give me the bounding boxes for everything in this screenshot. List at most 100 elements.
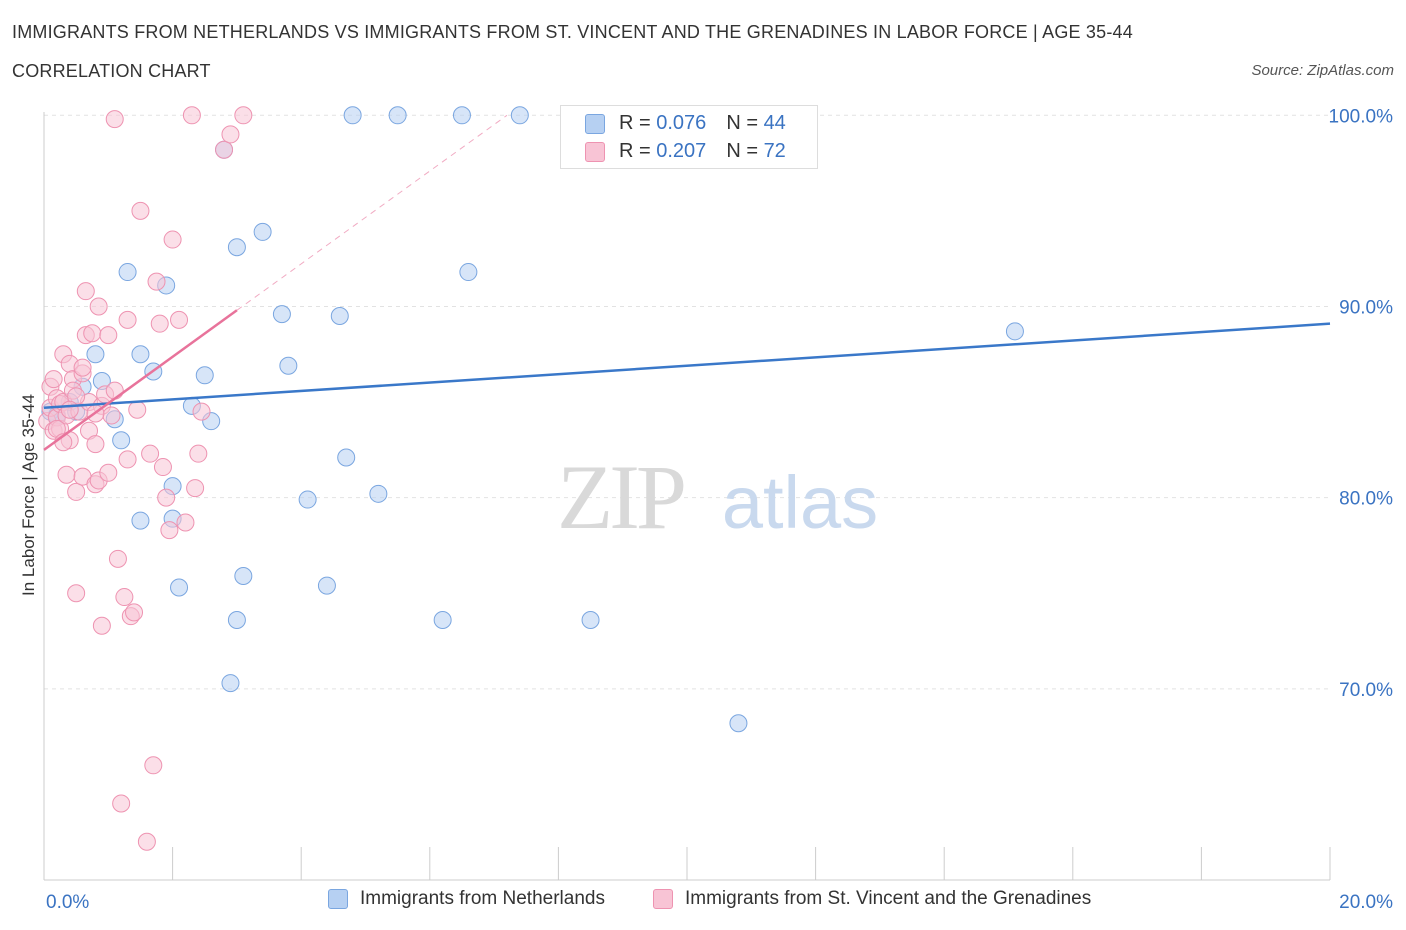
point-netherlands-21: [221, 674, 240, 693]
point-netherlands-5: [86, 345, 105, 364]
point-st-vincent-61: [192, 402, 211, 421]
point-st-vincent-60: [189, 444, 208, 463]
point-netherlands-16: [170, 578, 189, 597]
point-netherlands-33: [369, 484, 388, 503]
watermark: ZIP atlas: [557, 446, 878, 548]
trend-line-st-vincent-extension: [236, 114, 508, 311]
point-st-vincent-44: [125, 603, 144, 622]
point-netherlands-39: [581, 611, 600, 629]
source-label: Source: ZipAtlas.com: [1251, 62, 1394, 79]
point-st-vincent-71: [60, 400, 79, 419]
point-netherlands-10: [131, 345, 150, 364]
stat-legend-swatch: [585, 141, 605, 162]
stat-legend-swatch: [585, 113, 605, 134]
point-st-vincent-4: [44, 370, 63, 389]
point-netherlands-36: [452, 106, 471, 125]
point-st-vincent-35: [99, 463, 118, 482]
point-st-vincent-50: [147, 272, 166, 291]
point-st-vincent-70: [105, 381, 124, 400]
series-legend: Immigrants from Netherlands Immigrants f…: [0, 888, 1406, 918]
y-tick-label-0: 100.0%: [1329, 106, 1394, 127]
point-netherlands-18: [195, 366, 214, 385]
point-st-vincent-55: [163, 230, 182, 249]
point-st-vincent-47: [137, 832, 156, 851]
data-points: [38, 106, 1024, 851]
point-st-vincent-56: [170, 310, 189, 329]
point-netherlands-24: [234, 567, 253, 586]
gridlines: [44, 114, 1330, 690]
point-st-vincent-41: [118, 310, 137, 329]
watermark-atlas: atlas: [722, 461, 878, 544]
point-netherlands-31: [337, 448, 356, 467]
stat-legend: R = 0.076 N = 44 R = 0.207 N = 72: [560, 105, 818, 169]
point-st-vincent-46: [131, 201, 150, 220]
point-netherlands-27: [279, 356, 298, 375]
axes: [43, 112, 1331, 881]
point-st-vincent-22: [76, 282, 95, 301]
point-st-vincent-64: [234, 106, 253, 125]
n-label: N =: [726, 140, 758, 162]
point-st-vincent-57: [176, 513, 195, 532]
n-value: 72: [763, 140, 786, 162]
legend-item-st-vincent[interactable]: Immigrants from St. Vincent and the Gren…: [653, 888, 1091, 910]
watermark-zip: ZIP: [557, 446, 684, 548]
point-st-vincent-18: [67, 482, 86, 501]
legend-swatch-st-vincent: [653, 889, 673, 909]
point-st-vincent-59: [186, 479, 205, 498]
point-st-vincent-54: [160, 521, 179, 540]
r-label: R =: [619, 140, 651, 162]
r-value: 0.076: [656, 112, 707, 134]
point-st-vincent-49: [144, 756, 163, 775]
point-st-vincent-36: [102, 406, 121, 425]
point-st-vincent-52: [153, 458, 172, 477]
point-netherlands-32: [343, 106, 362, 125]
n-value: 44: [763, 112, 786, 134]
point-st-vincent-31: [92, 616, 111, 635]
chart-subtitle: CORRELATION CHART: [12, 61, 211, 81]
point-netherlands-42: [1005, 322, 1024, 341]
point-st-vincent-51: [150, 314, 169, 333]
point-netherlands-37: [459, 263, 478, 282]
stat-legend-row-netherlands: R = 0.076 N = 44: [585, 112, 786, 135]
point-netherlands-26: [272, 305, 291, 324]
stat-legend-row-st-vincent: R = 0.207 N = 72: [585, 140, 786, 163]
tick-labels: 100.0% 90.0% 80.0% 70.0% 0.0% 20.0%: [46, 106, 1393, 913]
point-st-vincent-37: [105, 110, 124, 129]
point-st-vincent-17: [67, 584, 86, 603]
point-netherlands-29: [317, 576, 336, 595]
point-netherlands-11: [131, 511, 150, 530]
point-netherlands-34: [388, 106, 407, 125]
point-netherlands-28: [298, 490, 317, 509]
r-value: 0.207: [656, 140, 707, 162]
point-st-vincent-62: [215, 140, 234, 159]
point-netherlands-30: [330, 307, 349, 326]
point-st-vincent-48: [141, 444, 160, 463]
legend-swatch-netherlands: [328, 889, 348, 909]
legend-item-netherlands[interactable]: Immigrants from Netherlands: [328, 888, 605, 910]
point-st-vincent-38: [108, 549, 127, 568]
point-st-vincent-63: [221, 125, 240, 144]
point-netherlands-38: [510, 106, 529, 125]
point-netherlands-22: [227, 238, 246, 257]
y-tick-label-1: 90.0%: [1339, 297, 1393, 318]
y-tick-label-2: 80.0%: [1339, 489, 1393, 510]
point-st-vincent-58: [182, 106, 201, 125]
x-tick-label-1: 20.0%: [1339, 892, 1393, 913]
point-netherlands-23: [227, 611, 246, 629]
point-st-vincent-11: [57, 465, 76, 484]
point-netherlands-35: [433, 611, 452, 629]
legend-label-st-vincent: Immigrants from St. Vincent and the Gren…: [685, 888, 1092, 909]
point-st-vincent-39: [112, 794, 131, 813]
point-netherlands-8: [112, 431, 131, 450]
point-st-vincent-45: [128, 400, 147, 419]
y-tick-label-3: 70.0%: [1339, 680, 1393, 701]
point-st-vincent-42: [118, 450, 137, 469]
point-netherlands-9: [118, 263, 137, 282]
point-netherlands-25: [253, 222, 272, 241]
n-label: N =: [726, 112, 758, 134]
point-st-vincent-28: [86, 435, 105, 454]
point-st-vincent-30: [89, 297, 108, 316]
trend-line-st-vincent: [43, 309, 238, 451]
point-netherlands-41: [729, 714, 748, 733]
point-st-vincent-68: [73, 358, 92, 377]
